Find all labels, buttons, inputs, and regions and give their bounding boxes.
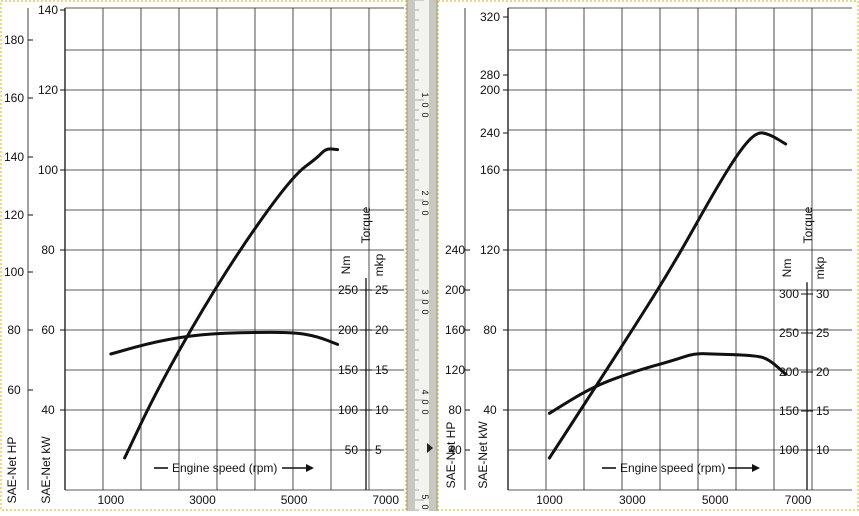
hp-tick-label: 80 [448, 403, 462, 417]
kw-tick-label: 280 [480, 68, 500, 82]
kw-tick-label: 320 [480, 10, 500, 24]
torque-title: Torque [359, 206, 373, 243]
x-tick-label: 5000 [281, 493, 308, 507]
ruler-label: 2 [420, 190, 430, 195]
torque-unit-mkp: mkp [813, 256, 827, 279]
ruler-label: 1 [420, 92, 430, 97]
ruler-label: 3 [420, 289, 430, 294]
kw-tick-label: 100 [38, 163, 58, 177]
hp-tick-label: 240 [445, 243, 465, 257]
nm-tick-label: 100 [779, 443, 799, 457]
torque-unit-nm: Nm [339, 256, 353, 275]
vertical-ruler [415, 0, 429, 511]
kw-axis-title: SAE-Net kW [39, 436, 53, 504]
kw-tick-label: 120 [480, 243, 500, 257]
ruler-label: 5 [420, 494, 430, 499]
mkp-tick-label: 25 [816, 326, 830, 340]
kw-tick-label: 240 [480, 126, 500, 140]
kw-tick-label: 120 [38, 83, 58, 97]
engine-speed-label: Engine speed (rpm) [172, 461, 277, 475]
hp-tick-label: 100 [4, 265, 24, 279]
nm-tick-label: 150 [779, 404, 799, 418]
ruler-label: 0 [420, 504, 430, 509]
torque-title: Torque [801, 206, 815, 243]
nm-tick-label: 100 [338, 403, 358, 417]
nm-tick-label: 250 [338, 283, 358, 297]
kw-tick-label: 40 [41, 403, 55, 417]
mkp-tick-label: 20 [375, 323, 389, 337]
torque-unit-mkp: mkp [372, 253, 386, 276]
hp-tick-label: 160 [445, 323, 465, 337]
kw-tick-label: 80 [483, 323, 497, 337]
mkp-tick-label: 10 [375, 403, 389, 417]
nm-tick-label: 150 [338, 363, 358, 377]
ruler-label: 0 [420, 102, 430, 107]
x-tick-label: 7000 [785, 493, 812, 507]
hp-tick-label: 120 [4, 208, 24, 222]
x-tick-label: 3000 [189, 493, 216, 507]
ruler-label: 0 [420, 210, 430, 215]
mkp-tick-label: 20 [816, 365, 830, 379]
hp-tick-label: 160 [4, 91, 24, 105]
mkp-tick-label: 5 [375, 443, 382, 457]
engine-speed-label: Engine speed (rpm) [620, 461, 725, 475]
x-tick-label: 1000 [536, 493, 563, 507]
kw-tick-label: 200 [480, 83, 500, 97]
kw-tick-label: 40 [483, 403, 497, 417]
x-tick-label: 5000 [702, 493, 729, 507]
torque-unit-nm: Nm [780, 259, 794, 278]
x-tick-label: 1000 [97, 493, 124, 507]
ruler-label: 4 [420, 389, 430, 394]
kw-tick-label: 140 [38, 3, 58, 17]
hp-tick-label: 60 [7, 383, 21, 397]
mkp-tick-label: 30 [816, 287, 830, 301]
mkp-tick-label: 10 [816, 443, 830, 457]
nm-tick-label: 50 [345, 443, 359, 457]
kw-axis-title: SAE-Net kW [476, 421, 490, 489]
kw-tick-label: 80 [41, 243, 55, 257]
mkp-tick-label: 15 [816, 404, 830, 418]
hp-tick-label: 140 [4, 150, 24, 164]
kw-tick-label: 60 [41, 323, 55, 337]
ruler-label: 0 [420, 112, 430, 117]
mkp-tick-label: 25 [375, 283, 389, 297]
nm-tick-label: 250 [779, 326, 799, 340]
ruler-label: 0 [420, 409, 430, 414]
x-tick-label: 7000 [372, 493, 399, 507]
kw-tick-label: 160 [480, 163, 500, 177]
hp-tick-label: 200 [445, 283, 465, 297]
nm-tick-label: 200 [338, 323, 358, 337]
nm-tick-label: 200 [779, 365, 799, 379]
ruler-label: 0 [420, 200, 430, 205]
hp-tick-label: 180 [4, 33, 24, 47]
hp-tick-label: 80 [7, 323, 21, 337]
nm-tick-label: 300 [779, 287, 799, 301]
hp-axis-title: SAE-Net HP [444, 422, 458, 489]
hp-tick-label: 120 [445, 363, 465, 377]
x-tick-label: 3000 [619, 493, 646, 507]
ruler-label: 0 [420, 309, 430, 314]
hp-axis-title: SAE-Net HP [5, 437, 19, 504]
mkp-tick-label: 15 [375, 363, 389, 377]
